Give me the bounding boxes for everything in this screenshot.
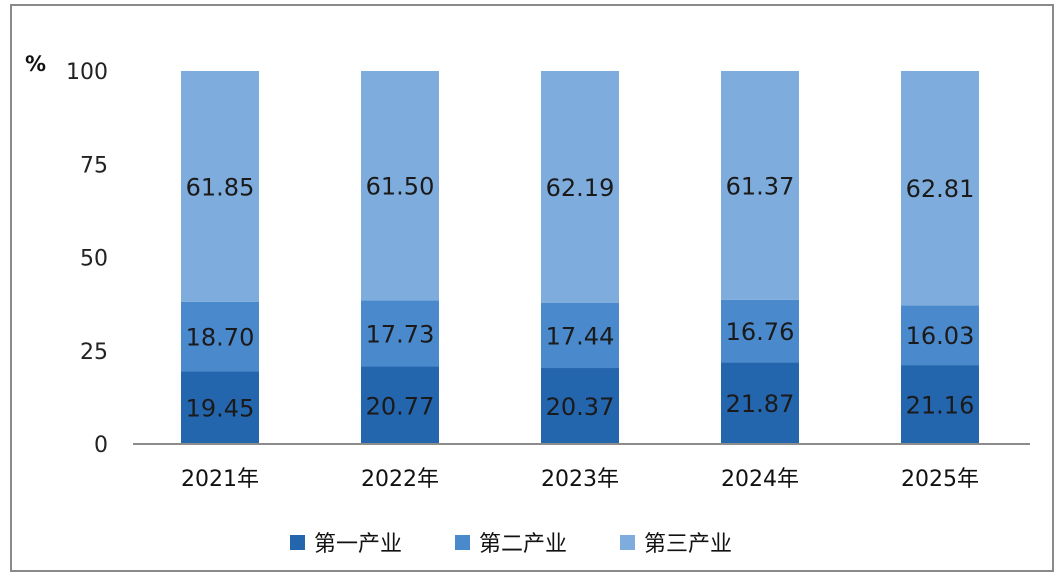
legend-item-secondary: 第二产业 xyxy=(455,532,567,557)
legend-swatch xyxy=(455,535,470,550)
legend-label: 第一产业 xyxy=(314,532,402,557)
legend: 第一产业 第二产业 第三产业 xyxy=(290,532,732,557)
bar-segment-tertiary xyxy=(901,71,979,306)
legend-item-primary: 第一产业 xyxy=(290,532,402,557)
data-label-primary: 21.87 xyxy=(726,390,795,418)
legend-item-tertiary: 第三产业 xyxy=(620,532,732,557)
bar-segment-primary xyxy=(721,362,799,444)
legend-swatch xyxy=(620,535,635,550)
bar-segment-secondary xyxy=(901,305,979,366)
data-label-primary: 20.37 xyxy=(546,393,615,421)
bar-segment-secondary xyxy=(361,300,439,367)
y-tick-label: 100 xyxy=(66,60,108,85)
bar-segment-primary xyxy=(361,366,439,444)
data-label-primary: 19.45 xyxy=(186,395,255,423)
y-tick-label: 75 xyxy=(80,153,108,178)
bar-segment-secondary xyxy=(721,299,799,363)
data-label-primary: 21.16 xyxy=(906,392,975,420)
data-label-tertiary: 61.85 xyxy=(186,173,255,201)
x-category-label: 2024年 xyxy=(721,467,799,492)
data-label-tertiary: 61.50 xyxy=(366,173,435,201)
bars-layer: 19.45 18.70 61.85 20.77 17.73 61.50 20.37 17.44… xyxy=(181,71,979,444)
data-label-tertiary: 61.37 xyxy=(726,172,795,200)
data-label-secondary: 17.44 xyxy=(546,322,615,350)
data-label-tertiary: 62.19 xyxy=(546,174,615,202)
y-tick-label: 50 xyxy=(80,247,108,272)
bar-segment-tertiary xyxy=(181,71,259,302)
bar-segment-tertiary xyxy=(721,71,799,300)
x-axis: 2021年 2022年 2023年 2024年 2025年 xyxy=(133,443,1030,492)
x-category-label: 2023年 xyxy=(541,467,619,492)
data-label-primary: 20.77 xyxy=(366,392,435,420)
bar-segment-secondary xyxy=(541,302,619,369)
x-category-label: 2022年 xyxy=(361,467,439,492)
y-tick-label: 25 xyxy=(80,340,108,365)
data-label-tertiary: 62.81 xyxy=(906,175,975,203)
data-label-secondary: 16.03 xyxy=(906,322,975,350)
y-axis-unit: % xyxy=(25,52,46,76)
x-category-label: 2025年 xyxy=(901,467,979,492)
legend-swatch xyxy=(290,535,305,550)
y-axis: 0 25 50 75 100% xyxy=(25,52,108,458)
bar-segment-primary xyxy=(901,365,979,444)
bar-segment-tertiary xyxy=(541,71,619,303)
bar-segment-tertiary xyxy=(361,71,439,301)
bar-segment-secondary xyxy=(181,301,259,372)
y-tick-label: 0 xyxy=(94,433,108,458)
bar-segment-primary xyxy=(541,368,619,444)
x-category-label: 2021年 xyxy=(181,467,259,492)
data-label-secondary: 18.70 xyxy=(186,324,255,352)
data-label-secondary: 16.76 xyxy=(726,318,795,346)
legend-label: 第三产业 xyxy=(644,532,732,557)
bar-segment-primary xyxy=(181,371,259,444)
legend-label: 第二产业 xyxy=(479,532,567,557)
data-label-secondary: 17.73 xyxy=(366,320,435,348)
